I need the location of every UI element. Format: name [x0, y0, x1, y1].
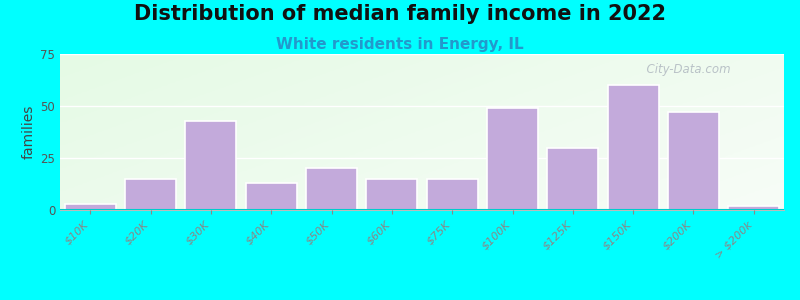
Text: City-Data.com: City-Data.com — [639, 63, 731, 76]
Bar — [607, 85, 659, 210]
Bar — [125, 179, 176, 210]
Bar — [668, 112, 719, 210]
Bar — [487, 108, 538, 210]
Bar — [366, 179, 418, 210]
Y-axis label: families: families — [22, 105, 36, 159]
Bar — [65, 204, 116, 210]
Text: Distribution of median family income in 2022: Distribution of median family income in … — [134, 4, 666, 25]
Bar — [547, 148, 598, 210]
Bar — [185, 121, 237, 210]
Text: White residents in Energy, IL: White residents in Energy, IL — [276, 38, 524, 52]
Bar — [426, 179, 478, 210]
Bar — [728, 206, 779, 210]
Bar — [246, 183, 297, 210]
Bar — [306, 168, 357, 210]
